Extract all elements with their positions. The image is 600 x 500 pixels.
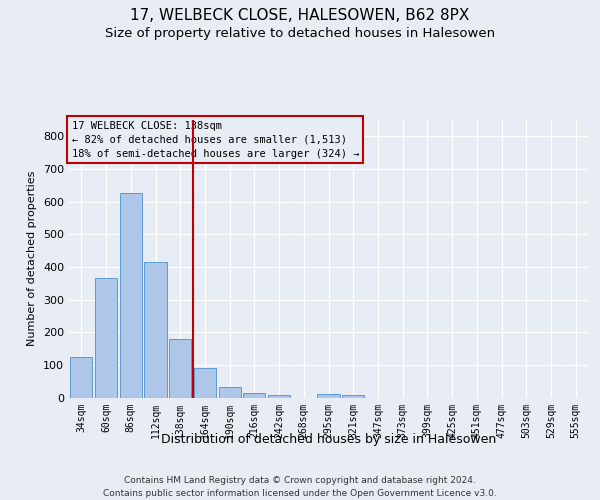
Bar	[317, 394, 340, 398]
Text: Distribution of detached houses by size in Halesowen: Distribution of detached houses by size …	[161, 432, 496, 446]
Bar	[95, 278, 117, 398]
Bar	[243, 393, 265, 398]
Bar	[268, 395, 290, 398]
Bar	[169, 340, 191, 398]
Bar	[194, 368, 216, 398]
Text: 17 WELBECK CLOSE: 138sqm
← 82% of detached houses are smaller (1,513)
18% of sem: 17 WELBECK CLOSE: 138sqm ← 82% of detach…	[71, 120, 359, 158]
Bar	[218, 387, 241, 398]
Y-axis label: Number of detached properties: Number of detached properties	[28, 171, 37, 346]
Text: Contains HM Land Registry data © Crown copyright and database right 2024.
Contai: Contains HM Land Registry data © Crown c…	[103, 476, 497, 498]
Text: Size of property relative to detached houses in Halesowen: Size of property relative to detached ho…	[105, 28, 495, 40]
Text: 17, WELBECK CLOSE, HALESOWEN, B62 8PX: 17, WELBECK CLOSE, HALESOWEN, B62 8PX	[130, 8, 470, 22]
Bar	[119, 194, 142, 398]
Bar	[70, 356, 92, 398]
Bar	[145, 262, 167, 398]
Bar	[342, 395, 364, 398]
